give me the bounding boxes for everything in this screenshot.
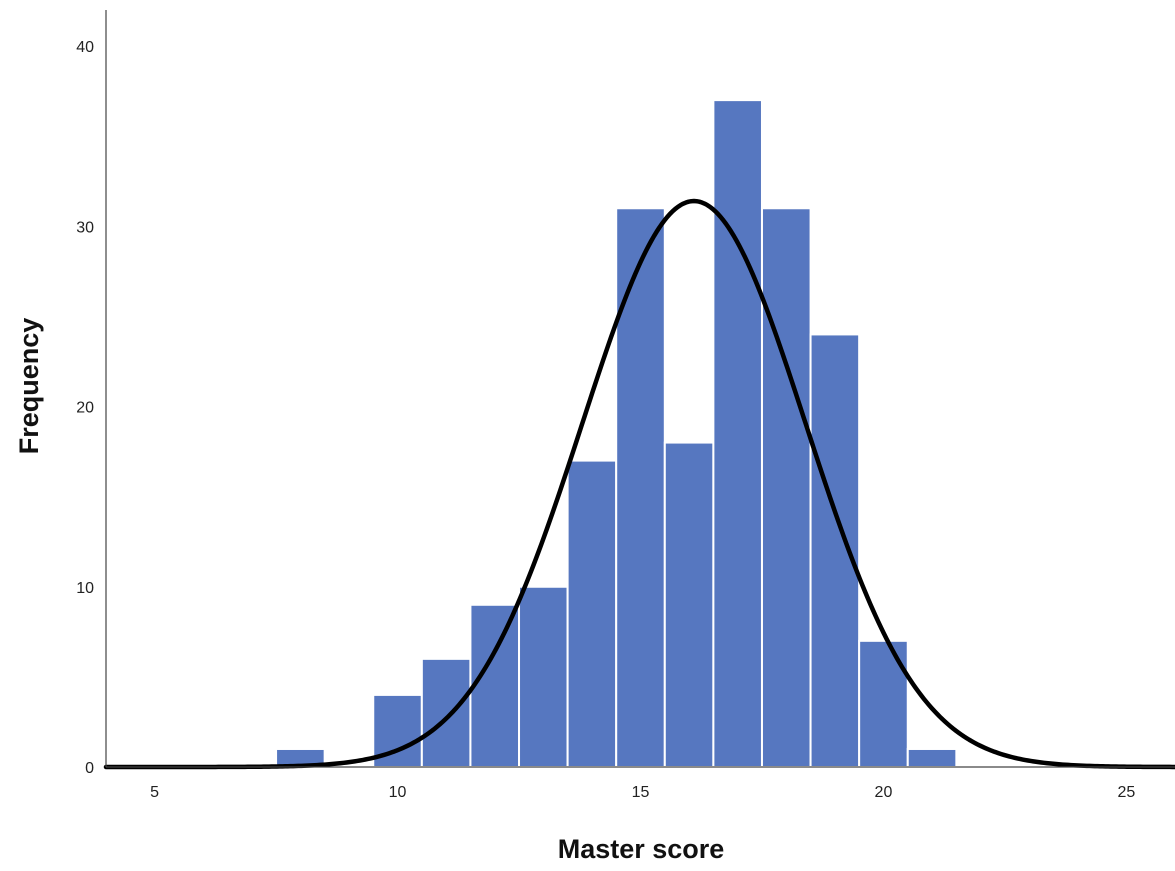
histogram-bar <box>809 333 861 768</box>
x-axis-title: Master score <box>558 834 725 864</box>
y-tick-labels: 0 10 20 30 40 <box>76 39 94 777</box>
histogram-bar <box>518 585 569 768</box>
histogram-bar <box>420 657 472 768</box>
y-axis-title: Frequency <box>14 318 44 455</box>
histogram-bar <box>712 99 763 769</box>
y-tick-label: 40 <box>76 39 94 56</box>
histogram-bar <box>663 441 715 768</box>
histogram-bar <box>566 459 618 768</box>
histogram-bar <box>906 747 958 769</box>
y-tick-label: 20 <box>76 400 94 417</box>
histogram-bar <box>469 603 521 768</box>
y-tick-label: 0 <box>85 760 94 777</box>
x-tick-labels: 5 10 15 20 25 <box>150 784 1135 801</box>
x-tick-label: 5 <box>150 784 159 801</box>
y-tick-label: 30 <box>76 219 94 236</box>
bars-layer <box>275 99 958 769</box>
x-tick-label: 25 <box>1118 784 1136 801</box>
x-tick-label: 20 <box>875 784 893 801</box>
normal-curve-layer <box>103 198 1175 770</box>
y-tick-label: 10 <box>76 580 94 597</box>
normal-curve <box>103 198 1175 770</box>
x-tick-label: 10 <box>389 784 407 801</box>
x-tick-label: 15 <box>632 784 650 801</box>
histogram-bar <box>615 207 666 768</box>
histogram-bar <box>760 207 812 768</box>
histogram-bar <box>858 639 909 768</box>
axes-layer <box>105 10 1175 768</box>
